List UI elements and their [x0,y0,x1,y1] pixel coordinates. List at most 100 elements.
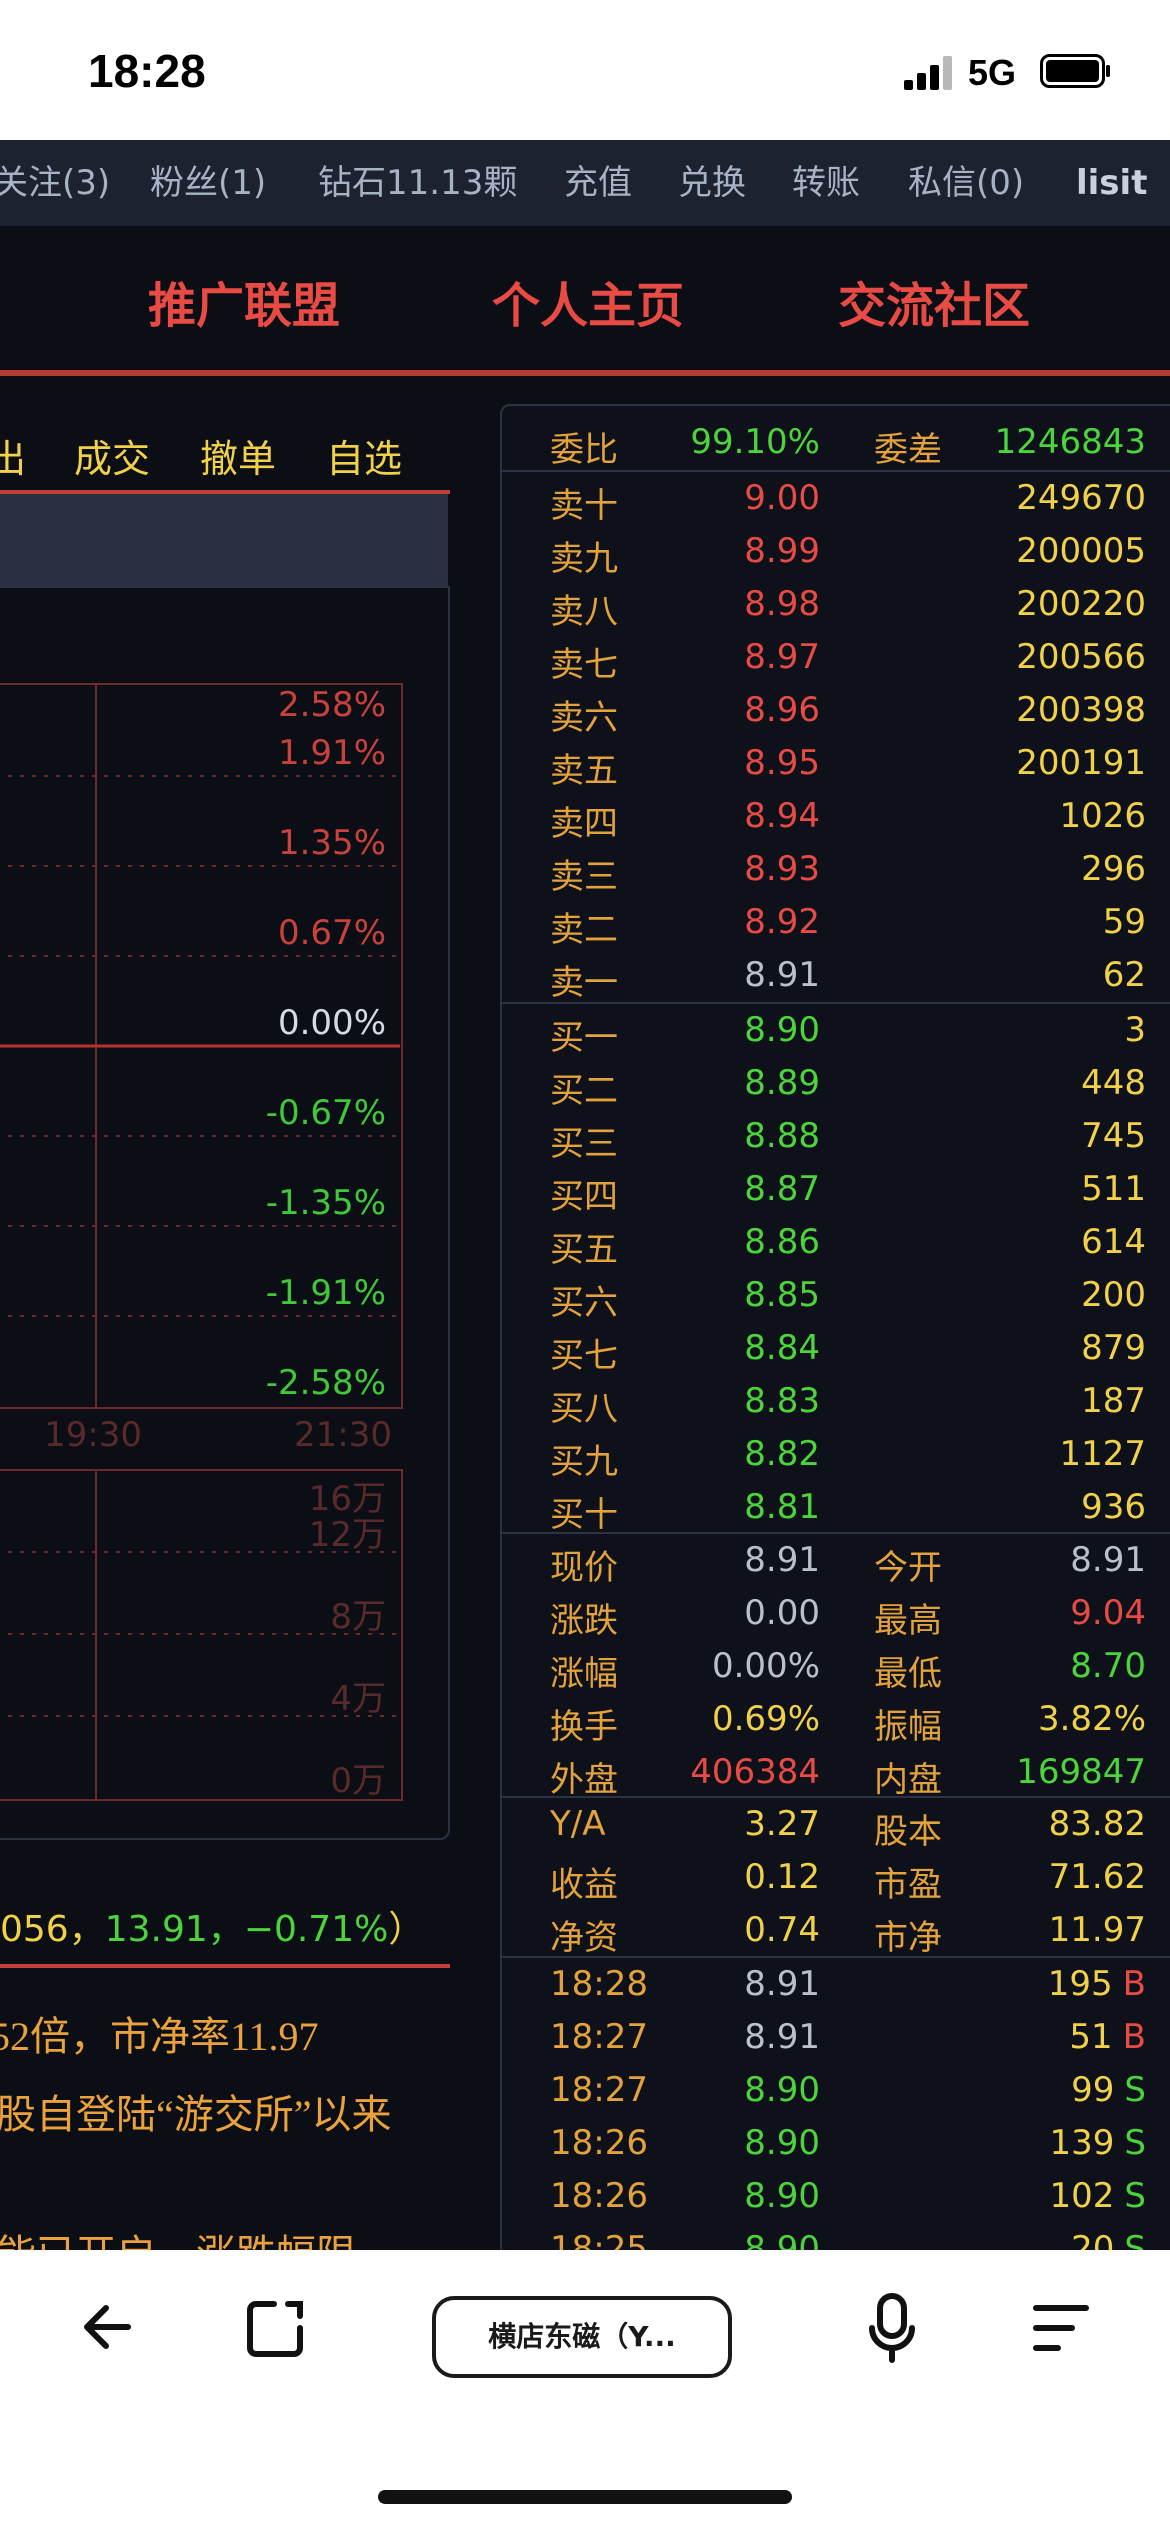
vol-label: 16万 [309,1479,386,1519]
nav-transfer[interactable]: 转账 [792,163,860,203]
quote-price: 13.91， [104,1909,244,1950]
intro-text-line: 股自登陆“游交所”以来 [0,2092,392,2137]
stat-value: 406384 [690,1752,820,1792]
buy-level-row: 买六 8.85 200 [502,1269,1170,1323]
sell-level-row: 卖六 8.96 200398 [502,684,1170,738]
chart-header-bar [0,494,448,586]
nav-exchange[interactable]: 兑换 [678,163,746,203]
intro-text-line: 52倍，市净率11.97 [0,2014,319,2059]
level-volume: 1127 [1059,1434,1146,1474]
level-price: 8.99 [744,531,820,571]
menu-affiliate[interactable]: 推广联盟 [148,278,341,334]
pct-label: 2.58% [278,685,386,725]
nav-username[interactable]: lisit [1076,163,1148,203]
stat-value: 0.69% [711,1699,820,1739]
trade-time: 18:26 [550,2176,648,2216]
microphone-icon[interactable] [866,2292,918,2364]
level-price: 8.81 [744,1487,820,1527]
level-price: 8.89 [744,1063,820,1103]
volume-grid-frame [0,1469,403,1801]
fundamental-label: 市净 [874,1918,942,1958]
sell-level-row: 卖三 8.93 296 [502,843,1170,897]
buy-level-row: 买十 8.81 936 [502,1481,1170,1535]
trade-time: 18:27 [550,2070,648,2110]
trade-row: 18:27 8.91 51 B [502,2011,1170,2064]
level-volume: 3 [1124,1010,1146,1050]
trade-price: 8.90 [744,2176,820,2216]
level-label: 买五 [550,1230,618,1270]
status-bar: 18:28 5G [0,0,1170,140]
vol-label: 8万 [330,1597,386,1637]
trade-row: 18:26 8.90 102 S [502,2170,1170,2223]
nav-follow[interactable]: 关注(3) [0,163,111,203]
trade-price: 8.90 [744,2123,820,2163]
trade-price: 8.90 [744,2070,820,2110]
home-indicator[interactable] [378,2490,792,2504]
level-volume: 200566 [1016,637,1146,677]
level-price: 8.90 [744,1010,820,1050]
stat-label: 振幅 [874,1707,942,1747]
trade-row: 18:26 8.90 139 S [502,2117,1170,2170]
quote-summary: 056，13.91，−0.71%） [0,1900,424,1952]
buy-level-row: 买三 8.88 745 [502,1110,1170,1164]
level-label: 卖二 [550,910,618,950]
level-label: 卖五 [550,751,618,791]
nav-fans[interactable]: 粉丝(1) [150,163,267,203]
trade-price: 8.91 [744,1964,820,2004]
tab-watchlist[interactable]: 自选 [326,437,403,481]
menu-profile[interactable]: 个人主页 [492,278,685,334]
level-label: 买四 [550,1177,618,1217]
time-label: 21:30 [294,1415,392,1455]
level-price: 8.97 [744,637,820,677]
status-time: 18:28 [88,45,206,97]
quote-change: −0.71% [243,1909,389,1950]
nav-diamonds[interactable]: 钻石11.13颗 [318,163,518,203]
tabs-icon[interactable] [244,2298,308,2360]
trade-time: 18:25 [550,2229,648,2252]
level-volume: 200191 [1016,743,1146,783]
trade-price: 8.90 [744,2229,820,2252]
pct-label: -0.67% [266,1093,386,1133]
url-bar[interactable]: 横店东磁（Y... [432,2296,732,2378]
trade-volume: 102 [1049,2176,1115,2216]
buy-level-row: 买五 8.86 614 [502,1216,1170,1270]
divider [502,1956,1170,1958]
tab-sell[interactable]: 出 [0,437,27,481]
fundamental-label: 股本 [874,1812,942,1852]
buy-level-row: 买七 8.84 879 [502,1322,1170,1376]
stat-value: 8.91 [744,1540,820,1580]
price-grid-frame [0,683,403,1409]
stat-value: 169847 [1016,1752,1146,1792]
level-volume: 249670 [1016,478,1146,518]
nav-recharge[interactable]: 充值 [564,163,632,203]
vol-label: 12万 [309,1515,386,1555]
menu-icon[interactable] [1030,2300,1092,2358]
order-diff-label: 委差 [874,430,942,470]
level-label: 卖九 [550,539,618,579]
stat-row: 外盘 406384 内盘 169847 [502,1746,1170,1800]
sell-level-row: 卖十 9.00 249670 [502,472,1170,526]
tab-cancel[interactable]: 撤单 [200,437,277,481]
nav-messages[interactable]: 私信(0) [908,163,1025,203]
level-volume: 936 [1081,1487,1146,1527]
buy-level-row: 买二 8.89 448 [502,1057,1170,1111]
fundamental-value: 11.97 [1048,1910,1146,1950]
divider [502,1002,1170,1004]
menu-community[interactable]: 交流社区 [838,278,1031,334]
level-volume: 511 [1081,1169,1146,1209]
back-icon[interactable] [78,2298,136,2356]
trade-volume-side: 195 B [1048,1964,1146,2004]
stat-value: 0.00 [744,1593,820,1633]
stat-value: 8.70 [1070,1646,1146,1686]
tab-filled[interactable]: 成交 [74,437,151,481]
fundamental-value: 3.27 [744,1804,820,1844]
level-label: 买十 [550,1495,618,1535]
order-book-panel: 委比 99.10% 委差 1246843 卖十 9.00 249670 卖九 8.99 2… [500,404,1170,2252]
quote-suffix: ） [388,1909,425,1950]
level-volume: 879 [1081,1328,1146,1368]
level-volume: 59 [1102,902,1146,942]
level-volume: 62 [1102,955,1146,995]
fundamental-value: 0.12 [744,1857,820,1897]
sell-level-row: 卖八 8.98 200220 [502,578,1170,632]
level-label: 卖一 [550,963,618,1003]
